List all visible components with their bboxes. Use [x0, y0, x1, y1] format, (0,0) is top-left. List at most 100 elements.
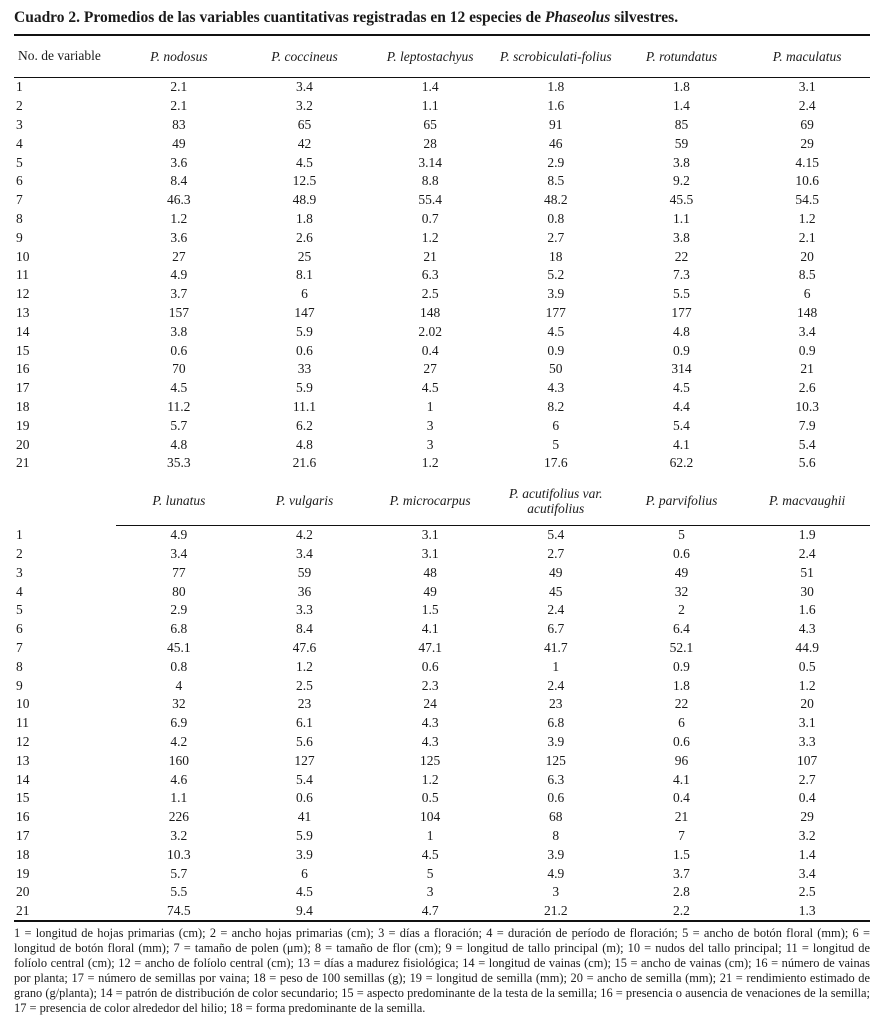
- table-row: 12 3.7 6 2.5 3.9 5.5 6: [14, 285, 870, 304]
- caption-genus-italic: Phaseolus: [544, 9, 611, 26]
- value-cell: 49: [674, 564, 689, 580]
- value-cell: 147: [294, 305, 315, 321]
- variable-number: 8: [16, 658, 23, 674]
- value-cell: 44.9: [795, 639, 819, 655]
- value-cell: 11.2: [167, 399, 191, 414]
- value-cell: 2.9: [547, 154, 565, 170]
- variable-number: 5: [16, 602, 23, 618]
- value-cell: 54.5: [795, 192, 819, 208]
- value-cell: 125: [420, 752, 441, 768]
- value-cell: 7.9: [798, 417, 816, 433]
- value-cell: 3.9: [296, 846, 313, 862]
- value-cell: 0.6: [673, 545, 690, 561]
- value-cell: 3.2: [798, 827, 816, 843]
- table-row: 20 4.8 4.8 3 5 4.1 5.4: [14, 435, 870, 454]
- value-cell: 2.5: [798, 884, 816, 900]
- table-row: 18 11.2 11.1 1 8.2 4.4 10.3: [14, 397, 870, 416]
- value-cell: 12.5: [292, 173, 317, 189]
- value-cell: 21.2: [543, 903, 568, 919]
- variable-number: 13: [16, 752, 30, 768]
- variable-number: 15: [16, 342, 30, 358]
- value-cell: 1.4: [798, 846, 816, 862]
- variable-number: 13: [16, 305, 30, 321]
- value-cell: 0.4: [673, 790, 690, 806]
- value-cell: 4.5: [421, 380, 439, 396]
- value-cell: 127: [294, 752, 315, 768]
- value-cell: 8.5: [547, 173, 565, 189]
- value-cell: 3.8: [170, 323, 188, 339]
- variable-number: 14: [16, 771, 30, 787]
- variable-number: 4: [16, 135, 23, 151]
- column-header-species: P. macvaughii: [744, 477, 870, 526]
- column-header-species: P. rotundatus: [618, 34, 745, 78]
- value-cell: 45.5: [669, 192, 694, 208]
- value-cell: 10.6: [795, 173, 819, 189]
- table-row: 13 157 147 148 177 177 148: [14, 303, 870, 322]
- value-cell: 148: [797, 305, 818, 321]
- value-cell: 1.5: [421, 602, 439, 618]
- table-footnote: 1 = longitud de hojas primarias (cm); 2 …: [14, 926, 870, 1015]
- value-cell: 5.7: [170, 865, 188, 881]
- value-cell: 4.5: [673, 380, 690, 396]
- value-cell: 0.5: [421, 790, 439, 806]
- column-header-empty: [14, 478, 116, 526]
- value-cell: 45.1: [167, 639, 191, 655]
- table-row: 8 1.2 1.8 0.7 0.8 1.1 1.2: [14, 209, 870, 228]
- value-cell: 4.3: [421, 733, 439, 749]
- value-cell: 4.5: [170, 380, 188, 396]
- table-row: 14 3.8 5.9 2.02 4.5 4.8 3.4: [14, 322, 870, 341]
- table-row: 18 10.3 3.9 4.5 3.9 1.5 1.4: [14, 845, 870, 864]
- table-row: 6 6.8 8.4 4.1 6.7 6.4 4.3: [14, 620, 870, 639]
- table-row: 17 3.2 5.9 1 8 7 3.2: [14, 826, 870, 845]
- value-cell: 6.8: [547, 715, 565, 731]
- value-cell: 1.2: [798, 211, 816, 227]
- value-cell: 8.5: [798, 267, 816, 283]
- value-cell: 5.4: [296, 771, 313, 787]
- value-cell: 1.2: [296, 658, 313, 674]
- value-cell: 27: [423, 361, 437, 377]
- value-cell: 1.6: [547, 98, 565, 114]
- value-cell: 1.2: [798, 677, 816, 693]
- value-cell: 0.9: [798, 342, 816, 358]
- value-cell: 4.2: [296, 527, 313, 543]
- value-cell: 2.4: [798, 545, 816, 561]
- variable-number: 9: [16, 229, 23, 245]
- value-cell: 0.4: [798, 790, 816, 806]
- value-cell: 2.1: [170, 79, 188, 95]
- value-cell: 41.7: [543, 639, 568, 655]
- value-cell: 3: [426, 884, 434, 900]
- variable-number: 17: [16, 827, 30, 843]
- value-cell: 1.8: [547, 79, 565, 95]
- value-cell: 9.2: [673, 173, 690, 189]
- table-row: 12 4.2 5.6 4.3 3.9 0.6 3.3: [14, 732, 870, 751]
- value-cell: 83: [172, 117, 186, 133]
- column-header-species: P. parvifolius: [618, 477, 745, 526]
- value-cell: 4.15: [795, 154, 819, 170]
- value-cell: 22: [674, 696, 689, 712]
- value-cell: 17.6: [543, 455, 568, 471]
- variable-number: 14: [16, 323, 30, 339]
- value-cell: 47.1: [418, 639, 442, 655]
- value-cell: 5.6: [798, 455, 816, 471]
- value-cell: 77: [172, 564, 186, 580]
- value-cell: 4.5: [296, 884, 313, 900]
- value-cell: 20: [800, 696, 814, 712]
- value-cell: 4.7: [421, 903, 439, 919]
- value-cell: 5.4: [547, 527, 565, 543]
- value-cell: 2.6: [296, 229, 313, 245]
- value-cell: 8.1: [296, 267, 313, 283]
- variable-number: 3: [16, 117, 23, 133]
- variable-number: 7: [16, 192, 23, 208]
- value-cell: 91: [549, 117, 563, 133]
- value-cell: 32: [172, 696, 186, 712]
- variable-number: 9: [16, 677, 23, 693]
- value-cell: 4.8: [170, 436, 188, 452]
- table-row: 7 45.1 47.6 47.1 41.7 52.1 44.9: [14, 638, 870, 657]
- value-cell: 2.1: [798, 229, 816, 245]
- value-cell: 1.1: [170, 790, 188, 806]
- table-row: 17 4.5 5.9 4.5 4.3 4.5 2.6: [14, 379, 870, 398]
- value-cell: 1.8: [673, 677, 690, 693]
- variable-number: 10: [16, 248, 30, 264]
- value-cell: 4: [175, 677, 183, 693]
- value-cell: 107: [797, 752, 818, 768]
